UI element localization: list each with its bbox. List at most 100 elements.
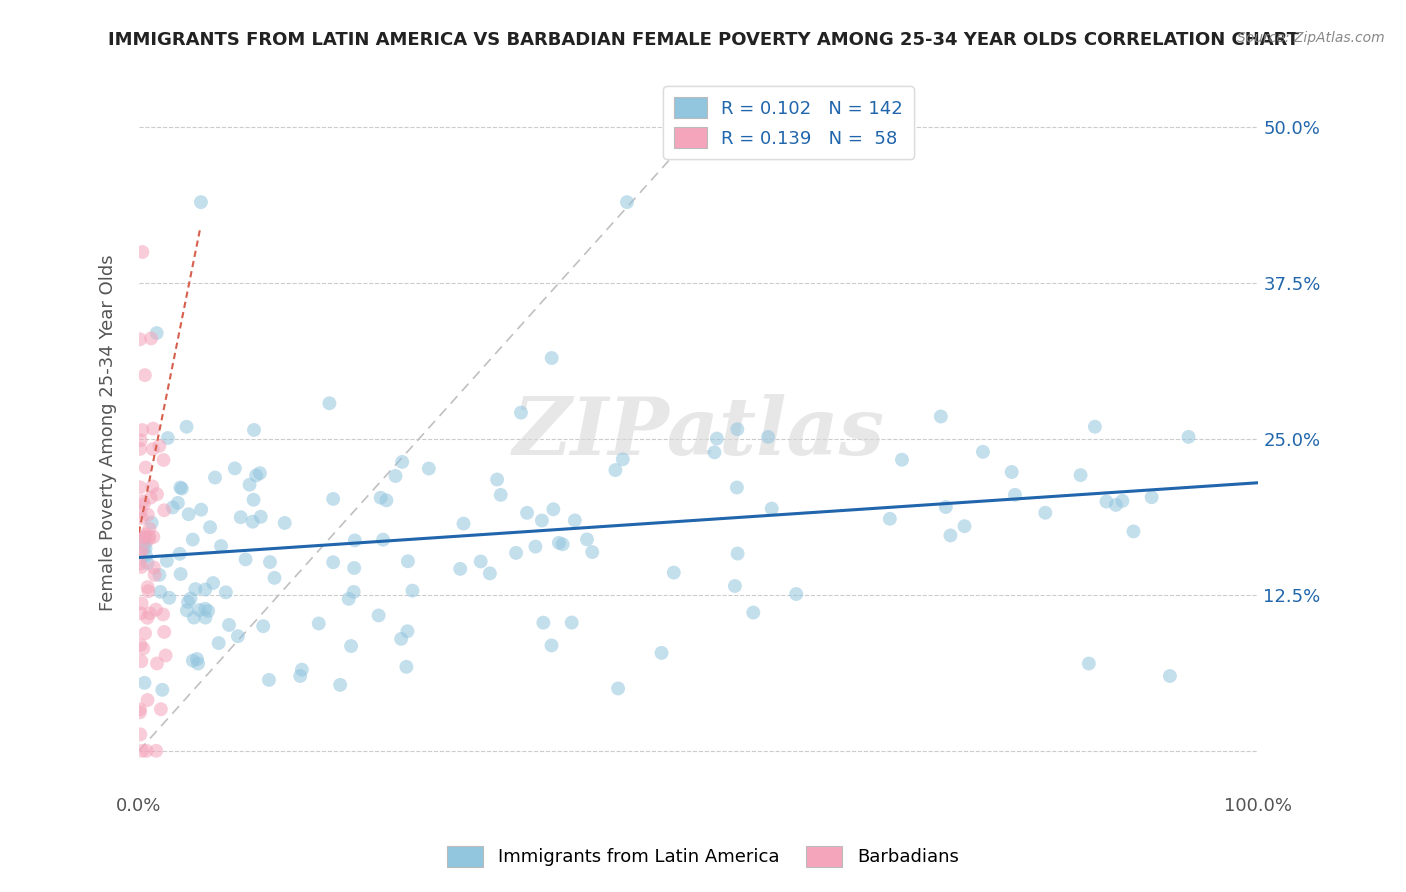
Point bbox=[129, 557, 152, 571]
Point bbox=[190, 195, 212, 210]
Point bbox=[367, 608, 389, 623]
Point bbox=[879, 512, 901, 526]
Point bbox=[134, 676, 156, 690]
Point bbox=[543, 502, 565, 516]
Point bbox=[145, 326, 167, 340]
Point bbox=[391, 455, 413, 469]
Point bbox=[1070, 468, 1092, 483]
Point bbox=[194, 610, 217, 624]
Point bbox=[249, 466, 271, 480]
Point bbox=[142, 530, 165, 544]
Point bbox=[1077, 657, 1099, 671]
Point bbox=[1105, 498, 1128, 512]
Point bbox=[215, 585, 238, 599]
Point bbox=[375, 493, 398, 508]
Point bbox=[418, 461, 440, 475]
Point bbox=[706, 432, 728, 446]
Point bbox=[143, 567, 166, 582]
Point bbox=[616, 195, 638, 210]
Point bbox=[486, 473, 509, 487]
Point bbox=[343, 533, 366, 548]
Point bbox=[148, 439, 170, 453]
Legend: Immigrants from Latin America, Barbadians: Immigrants from Latin America, Barbadian… bbox=[440, 838, 966, 874]
Point bbox=[551, 537, 574, 551]
Point bbox=[129, 607, 152, 621]
Point bbox=[149, 584, 172, 599]
Point bbox=[138, 607, 160, 621]
Point bbox=[226, 629, 249, 643]
Point bbox=[188, 603, 211, 617]
Point bbox=[607, 681, 630, 696]
Point bbox=[1095, 494, 1118, 508]
Point bbox=[169, 567, 191, 582]
Point bbox=[136, 580, 159, 594]
Point bbox=[1140, 490, 1163, 504]
Point bbox=[257, 673, 280, 687]
Point bbox=[1033, 506, 1056, 520]
Point bbox=[389, 632, 412, 646]
Point bbox=[183, 610, 205, 624]
Y-axis label: Female Poverty Among 25-34 Year Olds: Female Poverty Among 25-34 Year Olds bbox=[100, 254, 117, 611]
Point bbox=[540, 639, 562, 653]
Point bbox=[929, 409, 952, 424]
Point bbox=[135, 460, 157, 475]
Point bbox=[935, 500, 957, 514]
Point bbox=[524, 540, 547, 554]
Point bbox=[218, 618, 240, 632]
Point bbox=[141, 479, 163, 493]
Point bbox=[138, 530, 160, 544]
Point bbox=[531, 615, 554, 630]
Point bbox=[155, 648, 177, 663]
Point bbox=[197, 604, 219, 618]
Point bbox=[198, 520, 221, 534]
Point bbox=[242, 492, 264, 507]
Point bbox=[180, 591, 202, 606]
Point bbox=[252, 619, 274, 633]
Point bbox=[129, 727, 152, 741]
Point bbox=[891, 452, 914, 467]
Point bbox=[510, 406, 533, 420]
Point bbox=[229, 510, 252, 524]
Point bbox=[395, 660, 418, 674]
Point bbox=[131, 494, 153, 508]
Point bbox=[561, 615, 583, 630]
Point bbox=[605, 463, 627, 477]
Point bbox=[138, 522, 160, 536]
Point bbox=[131, 511, 153, 525]
Point bbox=[184, 582, 207, 596]
Point bbox=[194, 602, 217, 616]
Point bbox=[449, 562, 471, 576]
Point bbox=[139, 491, 162, 505]
Point bbox=[322, 491, 344, 506]
Point bbox=[176, 603, 198, 617]
Point bbox=[176, 419, 198, 434]
Point bbox=[148, 568, 170, 582]
Point bbox=[1084, 419, 1107, 434]
Point bbox=[651, 646, 673, 660]
Point bbox=[131, 423, 153, 437]
Point bbox=[401, 583, 423, 598]
Point bbox=[129, 638, 152, 652]
Point bbox=[1159, 669, 1181, 683]
Point bbox=[153, 503, 176, 517]
Point bbox=[134, 531, 156, 545]
Point bbox=[371, 533, 394, 547]
Point bbox=[612, 452, 634, 467]
Point bbox=[756, 430, 779, 444]
Point bbox=[204, 470, 226, 484]
Point bbox=[239, 477, 262, 491]
Point bbox=[329, 678, 352, 692]
Point bbox=[134, 626, 156, 640]
Point bbox=[337, 591, 360, 606]
Point bbox=[318, 396, 340, 410]
Point bbox=[194, 582, 217, 597]
Text: ZIPatlas: ZIPatlas bbox=[513, 394, 884, 472]
Point bbox=[785, 587, 807, 601]
Point bbox=[135, 744, 157, 758]
Point bbox=[742, 606, 765, 620]
Point bbox=[153, 625, 176, 640]
Point bbox=[129, 332, 152, 346]
Point bbox=[129, 505, 152, 519]
Point bbox=[263, 571, 285, 585]
Point bbox=[243, 423, 266, 437]
